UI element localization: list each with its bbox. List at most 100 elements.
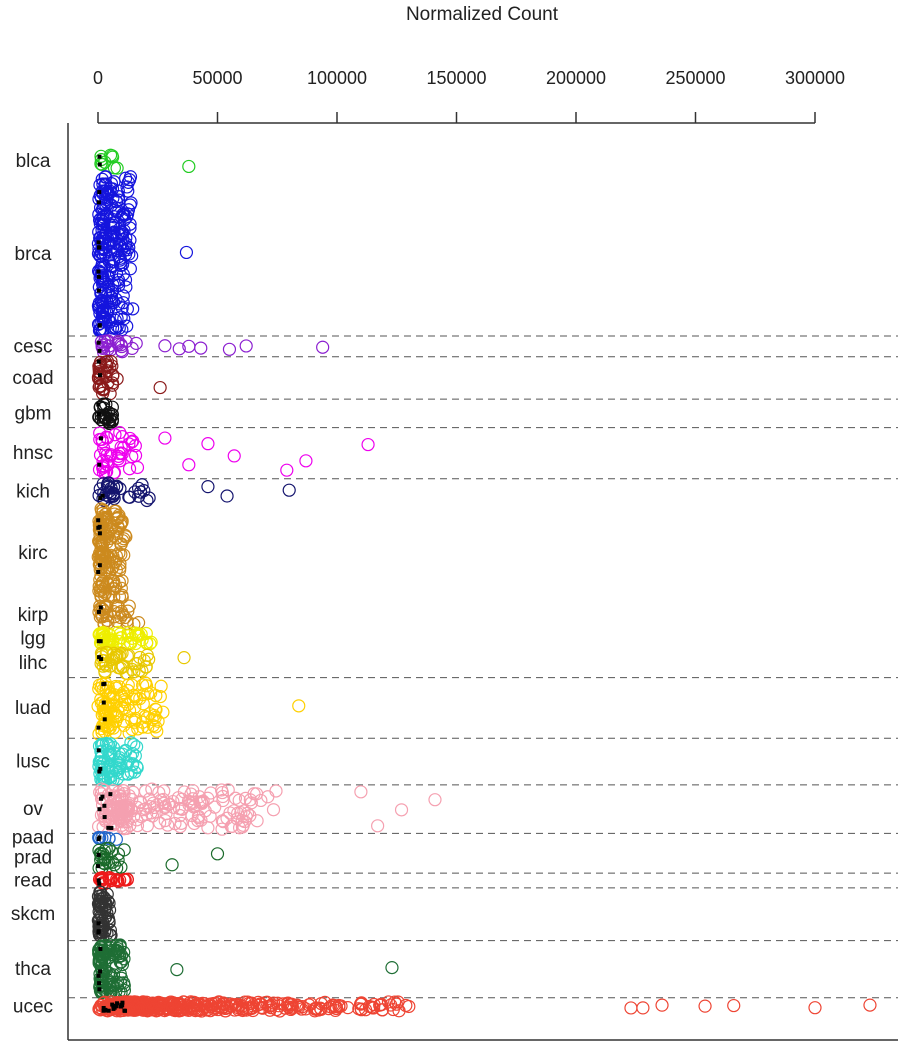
- point-kirc: [96, 503, 110, 517]
- point-ucec: [374, 997, 388, 1011]
- category-label-blca: blca: [16, 151, 51, 172]
- point-ov: [125, 792, 139, 807]
- outlier-lihc: [177, 651, 191, 665]
- point-ov: [238, 814, 252, 829]
- point-ucec: [199, 1000, 213, 1014]
- point-marker-ucec: [120, 1000, 125, 1005]
- point-marker-kirc: [97, 524, 102, 529]
- point-brca: [105, 293, 119, 308]
- point-cesc: [129, 336, 143, 350]
- point-thca: [115, 957, 130, 972]
- outlier-blca: [182, 159, 196, 174]
- point-marker-brca: [96, 274, 101, 279]
- point-marker-ucec: [112, 1005, 117, 1010]
- point-brca: [106, 321, 120, 335]
- x-tick-label: 150000: [426, 68, 486, 88]
- point-hnsc: [126, 434, 140, 448]
- point-ov: [98, 814, 113, 828]
- point-ov: [175, 792, 189, 806]
- category-label-read: read: [14, 870, 52, 891]
- x-tick-label: 50000: [192, 68, 242, 88]
- point-ov: [215, 822, 229, 836]
- point-brca: [93, 316, 107, 331]
- point-luad: [95, 677, 109, 691]
- point-read: [117, 873, 131, 887]
- outlier-ov: [394, 803, 409, 817]
- point-marker-ucec: [110, 1002, 115, 1007]
- point-ov: [216, 789, 230, 804]
- point-ucec: [175, 1002, 189, 1016]
- point-brca: [121, 207, 135, 221]
- point-marker-ucec: [106, 1008, 111, 1013]
- outlier-kich: [201, 480, 215, 494]
- category-label-kirc: kirc: [18, 543, 48, 564]
- point-lusc: [102, 739, 116, 753]
- point-lgg: [115, 631, 129, 645]
- point-hnsc: [96, 459, 110, 473]
- outlier-brca: [179, 245, 194, 260]
- point-marker-prad: [96, 852, 101, 857]
- point-marker-brca: [97, 323, 102, 328]
- point-lusc: [124, 735, 138, 750]
- point-lusc: [95, 757, 110, 771]
- outlier-luad: [292, 699, 306, 713]
- group-separators: [68, 335, 898, 999]
- point-hnsc: [125, 449, 139, 464]
- point-brca: [94, 267, 109, 281]
- point-marker-cesc: [97, 348, 102, 353]
- point-brca: [96, 275, 110, 289]
- category-label-kirp: kirp: [18, 605, 49, 626]
- point-ov: [196, 794, 210, 808]
- point-marker-ov: [100, 794, 105, 799]
- point-marker-lusc: [96, 748, 101, 753]
- point-kirc: [108, 524, 122, 538]
- point-marker-hnsc: [97, 462, 102, 467]
- point-ov: [140, 819, 155, 833]
- series-kirc: [91, 502, 133, 604]
- point-prad: [98, 853, 112, 867]
- point-lihc: [137, 654, 151, 668]
- point-marker-ov: [102, 803, 107, 808]
- outlier-hnsc: [361, 437, 375, 452]
- point-marker-coad: [97, 373, 102, 378]
- outlier-hnsc: [280, 463, 294, 477]
- point-ucec: [193, 997, 207, 1012]
- point-marker-read: [96, 878, 101, 883]
- point-lusc: [106, 772, 120, 787]
- point-ov: [227, 804, 241, 818]
- point-marker-brca: [96, 240, 101, 245]
- point-cesc: [95, 338, 109, 352]
- point-lusc: [101, 737, 115, 752]
- series-kich: [92, 476, 296, 508]
- point-ucec: [285, 1001, 299, 1015]
- category-label-cesc: cesc: [13, 336, 52, 357]
- point-cesc: [119, 334, 133, 349]
- point-ucec: [281, 997, 295, 1011]
- point-marker-kirp: [96, 609, 101, 614]
- point-marker-gbm: [96, 412, 101, 417]
- point-skcm: [101, 911, 115, 926]
- point-marker-ucec: [115, 1001, 120, 1006]
- point-luad: [92, 682, 106, 696]
- category-label-ucec: ucec: [13, 996, 53, 1017]
- point-lgg: [144, 635, 158, 649]
- point-ucec: [238, 995, 252, 1009]
- point-ov: [175, 802, 189, 816]
- point-brca: [118, 239, 133, 253]
- point-luad: [107, 688, 121, 702]
- point-ov: [232, 793, 246, 807]
- outlier-ov: [371, 819, 385, 833]
- point-marker-ucec: [103, 1007, 108, 1012]
- point-brca: [96, 309, 110, 323]
- point-ucec: [402, 999, 416, 1014]
- point-marker-brca: [97, 245, 102, 250]
- point-marker-kirc: [96, 570, 101, 575]
- point-skcm: [92, 895, 107, 909]
- point-luad: [100, 701, 114, 716]
- point-brca: [126, 302, 140, 316]
- x-tick-label: 100000: [307, 68, 367, 88]
- series-lusc: [92, 735, 144, 787]
- point-hnsc: [122, 462, 137, 476]
- point-ov: [150, 798, 164, 812]
- point-kirc: [114, 581, 128, 595]
